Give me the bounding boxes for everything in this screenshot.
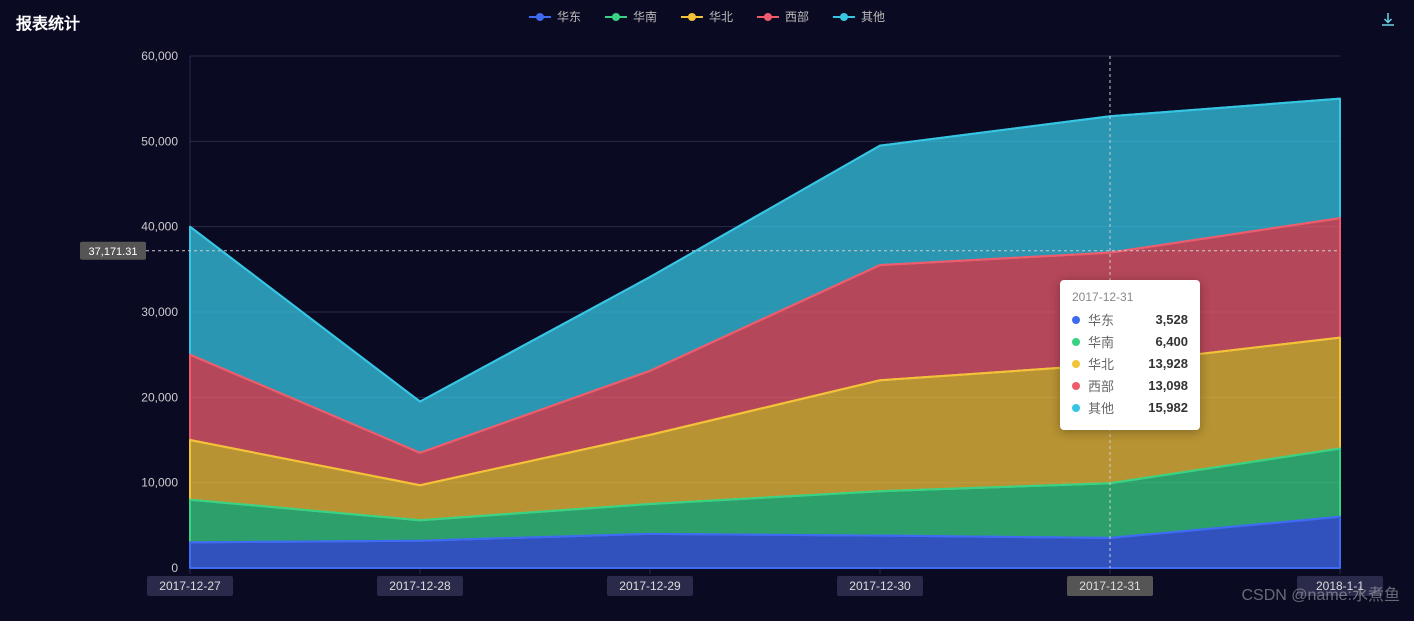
legend-label: 华东 — [557, 8, 581, 25]
tooltip-dot-icon — [1072, 338, 1080, 346]
tooltip-dot-icon — [1072, 360, 1080, 368]
tooltip-dot-icon — [1072, 404, 1080, 412]
legend-item-huadong[interactable]: 华东 — [529, 8, 581, 25]
tooltip-series-name: 其他 — [1088, 398, 1140, 417]
legend-label: 其他 — [861, 8, 885, 25]
svg-text:0: 0 — [171, 561, 178, 575]
svg-text:30,000: 30,000 — [141, 305, 178, 319]
x-axis-label: 2017-12-27 — [159, 579, 221, 593]
tooltip-row: 华北 13,928 — [1072, 354, 1188, 373]
tooltip-row: 西部 13,098 — [1072, 376, 1188, 395]
legend-item-huanan[interactable]: 华南 — [605, 8, 657, 25]
x-axis-label: 2017-12-31 — [1079, 579, 1141, 593]
legend-item-xibu[interactable]: 西部 — [757, 8, 809, 25]
legend-label: 华北 — [709, 8, 733, 25]
x-axis-label: 2017-12-28 — [389, 579, 451, 593]
tooltip-row: 华南 6,400 — [1072, 332, 1188, 351]
svg-text:20,000: 20,000 — [141, 390, 178, 404]
tooltip-series-name: 华南 — [1088, 332, 1147, 351]
tooltip-series-name: 华北 — [1088, 354, 1140, 373]
tooltip-value: 13,098 — [1148, 378, 1188, 393]
tooltip-series-name: 华东 — [1088, 310, 1147, 329]
svg-text:37,171.31: 37,171.31 — [89, 246, 138, 258]
svg-text:50,000: 50,000 — [141, 134, 178, 148]
tooltip-value: 6,400 — [1155, 334, 1188, 349]
tooltip-title: 2017-12-31 — [1072, 290, 1188, 304]
legend-marker-icon — [833, 12, 855, 22]
chart-title: 报表统计 — [16, 10, 80, 34]
tooltip-value: 13,928 — [1148, 356, 1188, 371]
tooltip-row: 其他 15,982 — [1072, 398, 1188, 417]
tooltip-value: 3,528 — [1155, 312, 1188, 327]
legend-marker-icon — [757, 12, 779, 22]
svg-text:10,000: 10,000 — [141, 476, 178, 490]
tooltip-dot-icon — [1072, 382, 1080, 390]
legend: 华东 华南 华北 西部 其他 — [529, 8, 885, 25]
tooltip-value: 15,982 — [1148, 400, 1188, 415]
legend-marker-icon — [529, 12, 551, 22]
tooltip-dot-icon — [1072, 316, 1080, 324]
x-axis-label: 2017-12-29 — [619, 579, 681, 593]
tooltip-series-name: 西部 — [1088, 376, 1140, 395]
legend-item-qita[interactable]: 其他 — [833, 8, 885, 25]
legend-item-huabei[interactable]: 华北 — [681, 8, 733, 25]
legend-marker-icon — [681, 12, 703, 22]
tooltip-row: 华东 3,528 — [1072, 310, 1188, 329]
svg-text:60,000: 60,000 — [141, 49, 178, 63]
svg-text:40,000: 40,000 — [141, 220, 178, 234]
watermark: CSDN @name:水煮鱼 — [1242, 581, 1401, 605]
tooltip: 2017-12-31 华东 3,528 华南 6,400 华北 13,928 西部 13,098… — [1060, 280, 1200, 430]
download-icon[interactable] — [1380, 12, 1396, 28]
legend-label: 华南 — [633, 8, 657, 25]
legend-marker-icon — [605, 12, 627, 22]
legend-label: 西部 — [785, 8, 809, 25]
x-axis-label: 2017-12-30 — [849, 579, 911, 593]
